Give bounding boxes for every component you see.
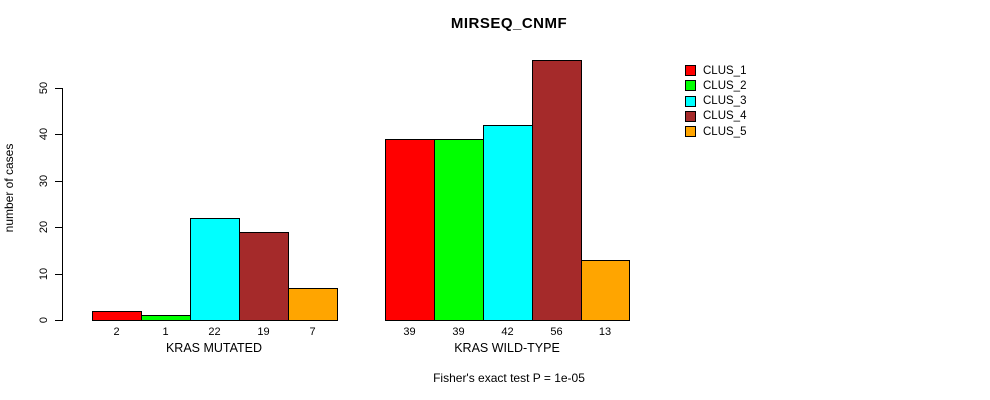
- bar-value-label: 2: [113, 326, 120, 338]
- legend-item: CLUS_1: [685, 63, 746, 78]
- bar-value-label: 39: [403, 326, 416, 338]
- bar-clus_3-group1: [190, 218, 240, 321]
- legend: CLUS_1 CLUS_2 CLUS_3 CLUS_4 CLUS_5: [685, 63, 746, 139]
- legend-label: CLUS_1: [703, 64, 747, 77]
- group-label: KRAS MUTATED: [165, 341, 263, 355]
- legend-item: CLUS_3: [685, 94, 746, 109]
- legend-label: CLUS_4: [703, 110, 747, 123]
- y-tick-label: 20: [38, 220, 50, 234]
- bar-clus_4-group2: [532, 60, 582, 321]
- y-tick-label: 40: [38, 127, 50, 141]
- bar-clus_5-group2: [581, 260, 630, 321]
- group-label: KRAS WILD-TYPE: [454, 341, 560, 355]
- bar-clus_3-group2: [483, 125, 533, 321]
- legend-swatch-clus_3: [685, 95, 696, 107]
- legend-swatch-clus_1: [685, 65, 696, 76]
- y-tick-mark: [55, 274, 62, 275]
- bar-clus_2-group1: [141, 315, 191, 321]
- bar-value-label: 42: [501, 326, 514, 338]
- legend-label: CLUS_3: [703, 95, 747, 108]
- bar-clus_1-group1: [92, 311, 142, 321]
- fisher-test-annotation: Fisher's exact test P = 1e-05: [433, 371, 585, 385]
- bar-clus_2-group2: [434, 139, 484, 321]
- bar-value-label: 13: [598, 326, 612, 338]
- y-tick-label: 50: [38, 81, 50, 95]
- bar-value-label: 39: [452, 326, 465, 338]
- legend-item: CLUS_4: [685, 109, 746, 124]
- y-tick-mark: [55, 134, 62, 135]
- y-tick-mark: [55, 227, 62, 228]
- bar-clus_1-group2: [385, 139, 435, 321]
- y-tick-label: 10: [38, 267, 50, 281]
- legend-item: CLUS_5: [685, 124, 746, 139]
- legend-item: CLUS_2: [685, 78, 746, 93]
- bar-clus_4-group1: [239, 232, 289, 321]
- bar-value-label: 1: [162, 326, 169, 338]
- bar-value-label: 22: [208, 326, 221, 338]
- y-tick-mark: [55, 320, 62, 321]
- y-tick-label: 30: [38, 174, 50, 188]
- y-axis-label: number of cases: [2, 143, 16, 233]
- bar-value-label: 56: [550, 326, 563, 338]
- bar-value-label: 19: [257, 326, 270, 338]
- legend-label: CLUS_2: [703, 79, 747, 92]
- legend-swatch-clus_5: [685, 126, 696, 138]
- bar-clus_5-group1: [288, 288, 338, 321]
- bar-value-label: 7: [309, 326, 316, 338]
- chart-title: MIRSEQ_CNMF: [450, 15, 568, 32]
- y-tick-label: 0: [38, 316, 50, 324]
- y-tick-mark: [55, 88, 62, 89]
- legend-swatch-clus_2: [685, 80, 696, 92]
- y-axis-line: [62, 88, 63, 321]
- legend-swatch-clus_4: [685, 110, 696, 122]
- legend-label: CLUS_5: [703, 125, 747, 138]
- y-tick-mark: [55, 181, 62, 182]
